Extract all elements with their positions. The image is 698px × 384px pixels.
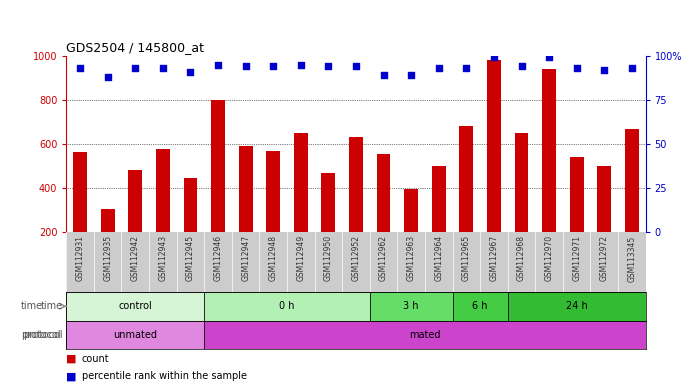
Bar xyxy=(452,292,507,321)
Point xyxy=(378,72,389,78)
Text: unmated: unmated xyxy=(113,330,157,340)
Point xyxy=(516,63,527,70)
Bar xyxy=(267,151,280,232)
Text: count: count xyxy=(82,354,110,364)
Text: GSM112946: GSM112946 xyxy=(214,235,223,281)
Text: ■: ■ xyxy=(66,371,77,381)
Bar xyxy=(73,152,87,232)
Text: GSM112962: GSM112962 xyxy=(379,235,388,281)
Text: GDS2504 / 145800_at: GDS2504 / 145800_at xyxy=(66,41,205,55)
Bar xyxy=(542,69,556,232)
Text: 6 h: 6 h xyxy=(473,301,488,311)
Bar xyxy=(597,166,611,232)
Text: time: time xyxy=(21,301,43,311)
Point xyxy=(157,65,168,71)
Text: protocol: protocol xyxy=(23,330,63,340)
Bar xyxy=(487,60,500,232)
Text: GSM112947: GSM112947 xyxy=(241,235,250,281)
Bar xyxy=(370,292,452,321)
Text: GSM112949: GSM112949 xyxy=(297,235,305,281)
Text: 0 h: 0 h xyxy=(279,301,295,311)
Bar xyxy=(349,137,363,232)
Bar xyxy=(570,157,584,232)
Text: GSM112970: GSM112970 xyxy=(544,235,554,281)
Text: GSM113345: GSM113345 xyxy=(628,235,637,281)
Text: GSM112968: GSM112968 xyxy=(517,235,526,281)
Bar xyxy=(101,209,114,232)
Point xyxy=(350,63,362,70)
Point xyxy=(75,65,86,71)
Point xyxy=(599,67,610,73)
Text: control: control xyxy=(119,301,152,311)
Text: GSM112971: GSM112971 xyxy=(572,235,581,281)
Point xyxy=(322,63,334,70)
Bar xyxy=(404,189,418,232)
Bar xyxy=(294,133,308,232)
Point xyxy=(130,65,141,71)
Bar xyxy=(211,100,225,232)
Point xyxy=(185,68,196,74)
Text: time: time xyxy=(40,301,63,311)
Bar xyxy=(128,170,142,232)
Text: ■: ■ xyxy=(66,354,77,364)
Point xyxy=(571,65,582,71)
Bar xyxy=(205,292,370,321)
Text: GSM112972: GSM112972 xyxy=(600,235,609,281)
Text: GSM112965: GSM112965 xyxy=(462,235,471,281)
Point xyxy=(433,65,445,71)
Point xyxy=(102,74,113,80)
Text: GSM112950: GSM112950 xyxy=(324,235,333,281)
Text: protocol: protocol xyxy=(21,330,61,340)
Point xyxy=(461,65,472,71)
Text: 3 h: 3 h xyxy=(403,301,419,311)
Text: mated: mated xyxy=(409,330,440,340)
Point xyxy=(626,65,637,71)
Bar xyxy=(377,154,390,232)
Bar xyxy=(66,292,205,321)
Text: GSM112964: GSM112964 xyxy=(434,235,443,281)
Bar xyxy=(205,321,646,349)
Bar xyxy=(625,129,639,232)
Text: GSM112963: GSM112963 xyxy=(407,235,415,281)
Text: GSM112952: GSM112952 xyxy=(352,235,360,281)
Point xyxy=(267,63,279,70)
Text: GSM112942: GSM112942 xyxy=(131,235,140,281)
Bar xyxy=(507,292,646,321)
Bar xyxy=(322,173,335,232)
Point xyxy=(406,72,417,78)
Text: GSM112943: GSM112943 xyxy=(158,235,168,281)
Text: GSM112945: GSM112945 xyxy=(186,235,195,281)
Point xyxy=(489,55,500,61)
Text: 24 h: 24 h xyxy=(566,301,588,311)
Bar xyxy=(156,149,170,232)
Point xyxy=(295,61,306,68)
Text: GSM112967: GSM112967 xyxy=(489,235,498,281)
Bar xyxy=(459,126,473,232)
Bar xyxy=(239,146,253,232)
Text: GSM112931: GSM112931 xyxy=(75,235,84,281)
Bar xyxy=(184,178,198,232)
Point xyxy=(212,61,223,68)
Text: percentile rank within the sample: percentile rank within the sample xyxy=(82,371,246,381)
Text: GSM112935: GSM112935 xyxy=(103,235,112,281)
Point xyxy=(240,63,251,70)
Point xyxy=(544,55,555,61)
Bar xyxy=(432,166,445,232)
Text: GSM112948: GSM112948 xyxy=(269,235,278,281)
Bar xyxy=(66,321,205,349)
Bar xyxy=(514,133,528,232)
